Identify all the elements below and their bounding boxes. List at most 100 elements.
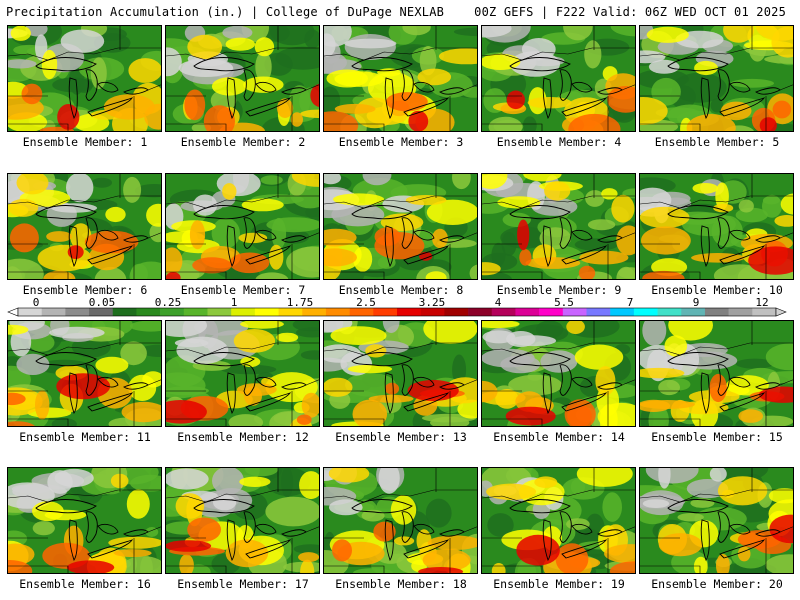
- ensemble-member-map: [639, 173, 794, 280]
- colorbar-tick-label: 0.05: [89, 298, 116, 309]
- ensemble-member-label: Ensemble Member: 8: [338, 283, 464, 297]
- ensemble-member-label: Ensemble Member: 7: [180, 283, 306, 297]
- colorbar-swatch: [752, 308, 777, 316]
- ensemble-member-label: Ensemble Member: 20: [651, 577, 783, 591]
- precip-field: [8, 174, 161, 279]
- colorbar-swatch: [515, 308, 540, 316]
- colorbar-swatch: [397, 308, 421, 316]
- ensemble-member-map: [323, 173, 478, 280]
- precip-field: [8, 321, 161, 426]
- colorbar-swatch: [657, 308, 682, 316]
- ensemble-member-label: Ensemble Member: 2: [180, 135, 306, 149]
- colorbar-swatch: [278, 308, 303, 316]
- ensemble-member-map: [639, 467, 794, 574]
- colorbar-tick-label: 3.25: [419, 298, 446, 309]
- precip-field: [8, 26, 161, 131]
- precip-field: [324, 26, 477, 131]
- ensemble-member-label: Ensemble Member: 11: [19, 430, 151, 444]
- ensemble-member-map: [481, 467, 636, 574]
- colorbar-swatch: [468, 308, 493, 316]
- colorbar-swatch: [539, 308, 564, 316]
- ensemble-member-map: [7, 173, 162, 280]
- precip-field: [166, 26, 319, 131]
- chart-title: Precipitation Accumulation (in.) | Colle…: [6, 5, 445, 19]
- precip-field: [640, 26, 793, 131]
- colorbar-swatch: [41, 308, 66, 316]
- ensemble-member-label: Ensemble Member: 15: [651, 430, 783, 444]
- precip-field: [640, 468, 793, 573]
- colorbar-swatch: [444, 308, 469, 316]
- ensemble-member-label: Ensemble Member: 13: [335, 430, 467, 444]
- ensemble-member-map: [481, 320, 636, 427]
- precip-field: [640, 321, 793, 426]
- precip-field: [482, 26, 635, 131]
- precip-field: [166, 468, 319, 573]
- colorbar-swatch: [183, 308, 208, 316]
- ensemble-member-map: [165, 467, 320, 574]
- colorbar-swatch: [136, 308, 161, 316]
- ensemble-member-map: [165, 320, 320, 427]
- precip-field: [482, 321, 635, 426]
- ensemble-member-map: [323, 320, 478, 427]
- colorbar-tick-label: 1: [231, 298, 238, 309]
- ensemble-member-label: Ensemble Member: 5: [654, 135, 780, 149]
- precip-field: [166, 321, 319, 426]
- colorbar-swatch: [373, 308, 398, 316]
- colorbar-tick-label: 0: [33, 298, 40, 309]
- ensemble-member-label: Ensemble Member: 16: [19, 577, 151, 591]
- colorbar-tick-label: 0.25: [155, 298, 182, 309]
- precip-field: [482, 174, 635, 279]
- ensemble-member-map: [639, 320, 794, 427]
- colorbar-swatch: [254, 308, 279, 316]
- colorbar-tick-label: 9: [693, 298, 700, 309]
- colorbar-swatch: [231, 308, 256, 316]
- colorbar-tick-label: 12: [755, 298, 768, 309]
- ensemble-member-map: [165, 25, 320, 132]
- colorbar-swatch: [728, 308, 753, 316]
- ensemble-member-label: Ensemble Member: 14: [493, 430, 625, 444]
- precip-field: [482, 468, 635, 573]
- ensemble-member-map: [7, 25, 162, 132]
- colorbar-swatch: [112, 308, 137, 316]
- precip-field: [324, 468, 477, 573]
- colorbar-swatch: [18, 308, 42, 316]
- colorbar-swatch: [349, 308, 374, 316]
- ensemble-member-label: Ensemble Member: 12: [177, 430, 309, 444]
- ensemble-member-label: Ensemble Member: 19: [493, 577, 625, 591]
- ensemble-member-label: Ensemble Member: 1: [22, 135, 148, 149]
- colorbar-tick-label: 2.5: [356, 298, 376, 309]
- ensemble-member-label: Ensemble Member: 3: [338, 135, 464, 149]
- colorbar-tick-label: 1.75: [287, 298, 314, 309]
- colorbar-swatch: [420, 308, 445, 316]
- colorbar-swatch: [207, 308, 232, 316]
- colorbar-swatch: [586, 308, 611, 316]
- ensemble-member-map: [481, 25, 636, 132]
- run-valid-time: 00Z GEFS | F222 Valid: 06Z WED OCT 01 20…: [474, 5, 786, 19]
- precip-field: [324, 174, 477, 279]
- colorbar-swatch: [302, 308, 327, 316]
- ensemble-member-map: [481, 173, 636, 280]
- colorbar-min-arrow: [7, 307, 19, 317]
- ensemble-member-label: Ensemble Member: 10: [651, 283, 783, 297]
- colorbar-swatch: [704, 308, 729, 316]
- colorbar-swatch: [65, 308, 90, 316]
- ensemble-member-map: [639, 25, 794, 132]
- colorbar-swatch: [491, 308, 516, 316]
- precip-field: [8, 468, 161, 573]
- ensemble-member-map: [323, 467, 478, 574]
- ensemble-member-label: Ensemble Member: 4: [496, 135, 622, 149]
- precip-field: [640, 174, 793, 279]
- ensemble-member-label: Ensemble Member: 17: [177, 577, 309, 591]
- colorbar-swatch: [89, 308, 114, 316]
- ensemble-member-label: Ensemble Member: 9: [496, 283, 622, 297]
- colorbar-swatch: [325, 308, 350, 316]
- colorbar-swatch: [633, 308, 658, 316]
- colorbar-swatch: [160, 308, 185, 316]
- ensemble-member-map: [7, 467, 162, 574]
- colorbar-tick-label: 4: [495, 298, 502, 309]
- ensemble-member-map: [323, 25, 478, 132]
- precipitation-colorbar: 0 0.05 0.25 1 1.75 2.5 3.25 4 5.5 7 9 12: [7, 298, 787, 317]
- colorbar-tick-label: 7: [627, 298, 634, 309]
- ensemble-member-label: Ensemble Member: 6: [22, 283, 148, 297]
